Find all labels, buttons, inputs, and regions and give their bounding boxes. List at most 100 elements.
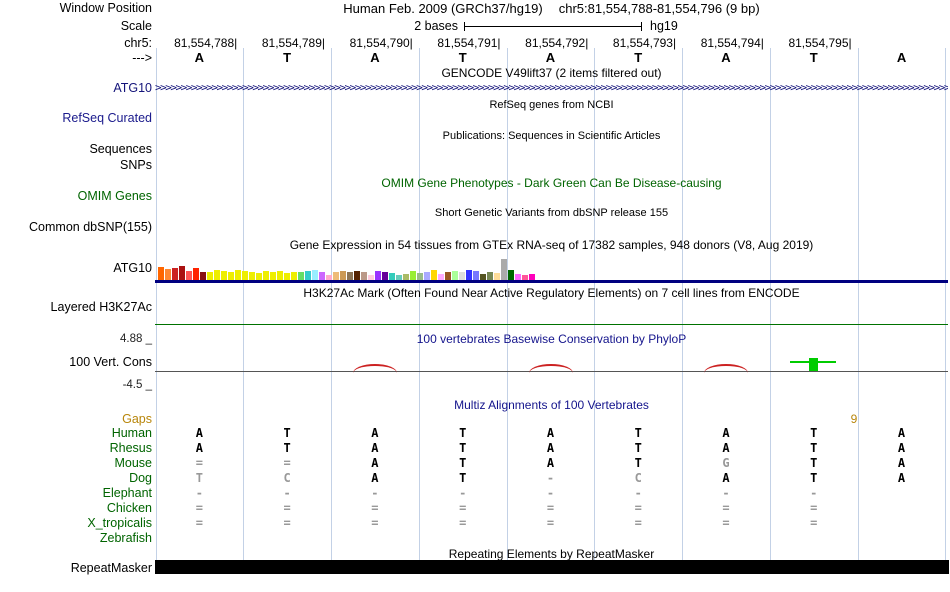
gtex-tissue-bar <box>445 272 451 280</box>
alignment-base: A <box>722 426 730 440</box>
species-label-dog[interactable]: Dog <box>129 471 152 485</box>
track-label-gtex-atg10[interactable]: ATG10 <box>113 261 152 275</box>
multiz-row-chicken[interactable]: = = = = = = = = <box>155 501 948 516</box>
gtex-tissue-bar <box>529 274 535 280</box>
alignment-base: T <box>634 426 642 440</box>
h3k27ac-track-line[interactable] <box>155 324 948 325</box>
species-label-elephant[interactable]: Elephant <box>102 486 152 500</box>
repeatmasker-element[interactable] <box>155 560 949 574</box>
base-position-guidelines <box>155 48 949 560</box>
base-guide-line <box>945 48 947 560</box>
base-guide-line <box>682 48 684 560</box>
multiz-row-zebrafish[interactable] <box>155 531 948 546</box>
alignment-base: = <box>722 516 730 530</box>
conservation-dip-arc <box>704 364 749 375</box>
publications-track-title: Publications: Sequences in Scientific Ar… <box>442 130 661 142</box>
gtex-tissue-bar <box>382 272 388 280</box>
alignment-base: A <box>195 441 203 455</box>
assembly-title: Human Feb. 2009 (GRCh37/hg19) <box>343 1 543 16</box>
multiz-row-mouse[interactable]: = = A T A T G T A <box>155 456 948 471</box>
alignment-base: - <box>546 486 555 500</box>
conservation-dip-arc <box>528 364 573 375</box>
track-label-100-vert-cons[interactable]: 100 Vert. Cons <box>69 355 152 369</box>
gtex-tissue-bar <box>207 272 213 280</box>
gtex-tissue-bar <box>487 272 493 280</box>
track-label-repeatmasker[interactable]: RepeatMasker <box>70 561 152 575</box>
sequence-base: A <box>896 50 907 65</box>
gtex-tissue-bar <box>389 273 395 280</box>
species-label-chicken[interactable]: Chicken <box>106 501 152 515</box>
alignment-base: A <box>371 456 379 470</box>
phylop-axis-min: -4.5 _ <box>122 379 152 391</box>
base-guide-line <box>331 48 333 560</box>
species-label-rhesus[interactable]: Rhesus <box>109 441 152 455</box>
multiz-row-x-tropicalis[interactable]: = = = = = = = = <box>155 516 948 531</box>
gtex-expression-bars-atg10[interactable] <box>158 255 548 280</box>
omim-track-title: OMIM Gene Phenotypes - Dark Green Can Be… <box>381 176 722 190</box>
multiz-row-elephant[interactable]: -------- <box>155 486 948 501</box>
species-label-human[interactable]: Human <box>111 426 152 440</box>
species-label-x-tropicalis[interactable]: X_tropicalis <box>87 516 152 530</box>
alignment-base: = <box>810 501 818 515</box>
gtex-tissue-bar <box>368 275 374 280</box>
conservation-positive-bar <box>809 358 818 371</box>
gtex-tissue-bar <box>438 274 444 280</box>
alignment-base: - <box>371 486 379 500</box>
track-label-gaps[interactable]: Gaps <box>122 412 152 426</box>
gtex-tissue-bar <box>347 272 353 280</box>
alignment-base: T <box>459 441 467 455</box>
gtex-tissue-bar <box>522 275 528 280</box>
sequence-base: T <box>809 50 818 65</box>
gencode-transcript-atg10[interactable]: >>>>>>>>>>>>>>>>>>>>>>>>>>>>>>>>>>>>>>>>… <box>155 83 948 94</box>
gtex-tissue-bar <box>312 270 318 280</box>
gtex-tissue-bar <box>284 273 290 280</box>
alignment-base: T <box>634 441 642 455</box>
alignment-base: T <box>634 456 642 470</box>
scale-label: Scale <box>120 19 152 33</box>
gtex-tissue-bar <box>410 271 416 280</box>
gtex-tissue-bar <box>249 272 255 280</box>
ruler-position-number: 81,554,791| <box>437 36 501 50</box>
alignment-base: T <box>810 456 818 470</box>
h3k27ac-track-title: H3K27Ac Mark (Often Found Near Active Re… <box>303 286 800 300</box>
base-guide-line <box>594 48 596 560</box>
track-label-gencode-atg10[interactable]: ATG10 <box>113 81 152 95</box>
alignment-base: = <box>371 501 379 515</box>
base-guide-line <box>769 48 771 560</box>
gtex-tissue-bar <box>193 268 199 280</box>
alignment-base: A <box>897 456 906 470</box>
position-ruler[interactable]: 81,554,788| 81,554,789| 81,554,790| 81,554,… <box>155 36 948 50</box>
gtex-tissue-bar <box>375 271 381 280</box>
alignment-base: T <box>810 426 818 440</box>
gtex-tissue-bar <box>326 275 332 280</box>
scale-bar <box>464 22 642 31</box>
window-position-label: Window Position <box>59 1 152 15</box>
track-label-refseq-curated[interactable]: RefSeq Curated <box>62 111 152 125</box>
species-label-mouse[interactable]: Mouse <box>114 456 152 470</box>
gtex-tissue-bar <box>242 271 248 280</box>
species-label-zebrafish[interactable]: Zebrafish <box>99 531 152 545</box>
gtex-track-title: Gene Expression in 54 tissues from GTEx … <box>289 238 814 252</box>
track-label-common-dbsnp[interactable]: Common dbSNP(155) <box>29 220 152 234</box>
alignment-base: = <box>634 516 642 530</box>
track-label-snps[interactable]: SNPs <box>120 158 152 172</box>
gtex-tissue-bar <box>172 268 178 280</box>
alignment-base: A <box>722 441 730 455</box>
gtex-tissue-bar <box>291 272 297 280</box>
scale-value: 2 bases <box>414 19 458 33</box>
track-label-layered-h3k27ac[interactable]: Layered H3K27Ac <box>50 300 152 314</box>
phylop-track-title: 100 vertebrates Basewise Conservation by… <box>416 332 687 346</box>
multiz-track-title: Multiz Alignments of 100 Vertebrates <box>454 398 649 412</box>
alignment-base: T <box>459 471 467 485</box>
ruler-position-number: 81,554,790| <box>349 36 413 50</box>
gtex-tissue-bar <box>186 271 192 280</box>
phylop-conservation-track[interactable] <box>155 345 948 390</box>
track-label-sequences[interactable]: Sequences <box>89 142 152 156</box>
track-label-omim-genes[interactable]: OMIM Genes <box>77 189 152 203</box>
phylop-axis-max: 4.88 _ <box>120 333 152 345</box>
alignment-base: A <box>546 456 555 470</box>
ruler-position-number: 81,554,795| <box>788 36 852 50</box>
